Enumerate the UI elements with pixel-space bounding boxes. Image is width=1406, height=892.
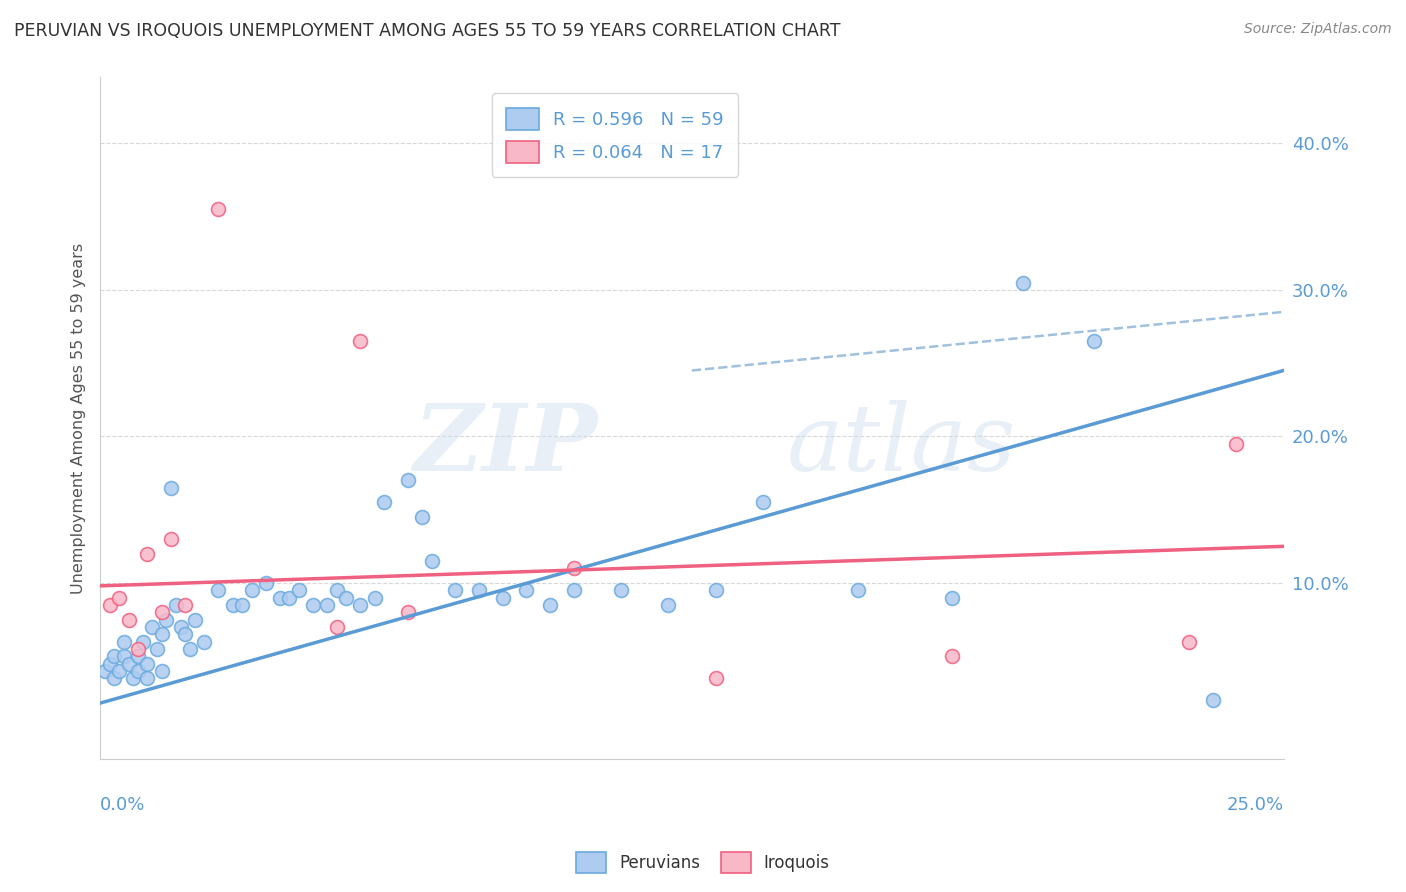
Point [221, 598, 243, 612]
Point [538, 598, 561, 612]
Point [562, 561, 585, 575]
Point [193, 634, 215, 648]
Text: ZIP: ZIP [413, 401, 598, 491]
Point [103, 671, 125, 685]
Point [207, 202, 229, 217]
Point [752, 495, 775, 509]
Point [411, 510, 433, 524]
Point [117, 613, 139, 627]
Point [108, 591, 131, 605]
Point [207, 583, 229, 598]
Point [112, 634, 135, 648]
Point [160, 481, 183, 495]
Point [1225, 436, 1247, 450]
Point [349, 334, 371, 348]
Text: Source: ZipAtlas.com: Source: ZipAtlas.com [1244, 22, 1392, 37]
Point [515, 583, 537, 598]
Point [1201, 693, 1223, 707]
Point [1083, 334, 1105, 348]
Point [132, 634, 155, 648]
Point [112, 649, 135, 664]
Point [1012, 276, 1035, 290]
Point [269, 591, 291, 605]
Point [127, 641, 149, 656]
Point [160, 532, 183, 546]
Point [136, 671, 159, 685]
Point [610, 583, 633, 598]
Point [103, 649, 125, 664]
Point [373, 495, 395, 509]
Point [396, 474, 419, 488]
Point [420, 554, 443, 568]
Point [127, 649, 149, 664]
Text: 25.0%: 25.0% [1226, 797, 1284, 814]
Point [846, 583, 869, 598]
Point [108, 664, 131, 678]
Point [326, 583, 349, 598]
Point [98, 657, 121, 671]
Point [136, 657, 159, 671]
Point [363, 591, 385, 605]
Point [98, 598, 121, 612]
Point [155, 613, 177, 627]
Y-axis label: Unemployment Among Ages 55 to 59 years: Unemployment Among Ages 55 to 59 years [72, 243, 86, 594]
Point [184, 613, 207, 627]
Point [941, 649, 963, 664]
Point [302, 598, 325, 612]
Point [278, 591, 301, 605]
Point [136, 547, 159, 561]
Point [657, 598, 679, 612]
Point [444, 583, 467, 598]
Point [240, 583, 263, 598]
Text: atlas: atlas [786, 401, 1017, 491]
Text: 0.0%: 0.0% [100, 797, 145, 814]
Point [704, 583, 727, 598]
Point [179, 641, 201, 656]
Point [468, 583, 491, 598]
Point [316, 598, 339, 612]
Point [349, 598, 371, 612]
Point [335, 591, 357, 605]
Point [150, 605, 173, 619]
Text: PERUVIAN VS IROQUOIS UNEMPLOYMENT AMONG AGES 55 TO 59 YEARS CORRELATION CHART: PERUVIAN VS IROQUOIS UNEMPLOYMENT AMONG … [14, 22, 841, 40]
Point [174, 598, 197, 612]
Point [122, 671, 145, 685]
Point [127, 664, 149, 678]
Point [562, 583, 585, 598]
Point [288, 583, 311, 598]
Point [396, 605, 419, 619]
Point [141, 620, 163, 634]
Point [326, 620, 349, 634]
Point [174, 627, 197, 641]
Point [94, 664, 117, 678]
Legend: R = 0.596   N = 59, R = 0.064   N = 17: R = 0.596 N = 59, R = 0.064 N = 17 [492, 94, 738, 177]
Point [150, 664, 173, 678]
Point [704, 671, 727, 685]
Point [146, 641, 169, 656]
Point [231, 598, 253, 612]
Point [491, 591, 513, 605]
Point [1178, 634, 1201, 648]
Point [117, 657, 139, 671]
Point [254, 576, 277, 591]
Legend: Peruvians, Iroquois: Peruvians, Iroquois [569, 846, 837, 880]
Point [169, 620, 191, 634]
Point [150, 627, 173, 641]
Point [165, 598, 187, 612]
Point [941, 591, 963, 605]
